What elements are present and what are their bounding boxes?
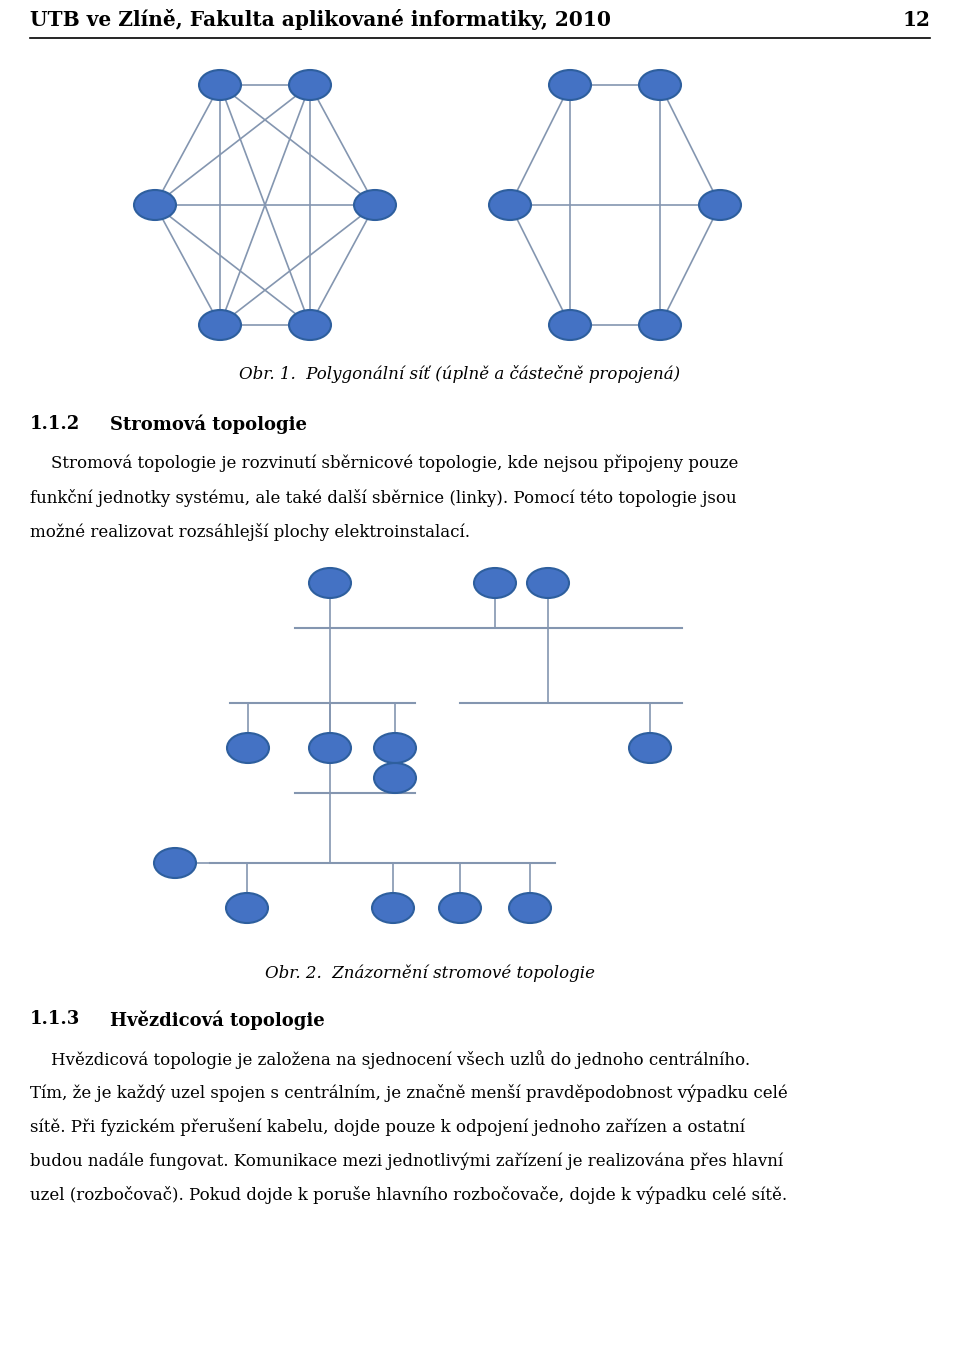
Text: UTB ve Zlíně, Fakulta aplikované informatiky, 2010: UTB ve Zlíně, Fakulta aplikované informa… [30, 10, 611, 30]
Ellipse shape [289, 70, 331, 100]
Text: Obr. 2.  Znázornění stromové topologie: Obr. 2. Znázornění stromové topologie [265, 964, 595, 982]
Text: Obr. 1.  Polygonální síť (úplně a částečně propojená): Obr. 1. Polygonální síť (úplně a částečn… [239, 365, 681, 382]
Ellipse shape [629, 734, 671, 764]
Ellipse shape [199, 310, 241, 340]
Text: budou nadále fungovat. Komunikace mezi jednotlivými zařízení je realizována přes: budou nadále fungovat. Komunikace mezi j… [30, 1152, 783, 1169]
Ellipse shape [474, 568, 516, 598]
Ellipse shape [227, 734, 269, 764]
Text: Tím, že je každý uzel spojen s centrálním, je značně menší pravděpodobnost výpad: Tím, že je každý uzel spojen s centrální… [30, 1085, 788, 1102]
Ellipse shape [154, 848, 196, 878]
Text: Hvězdicová topologie je založena na sjednocení všech uzlů do jednoho centrálního: Hvězdicová topologie je založena na sjed… [30, 1050, 750, 1070]
Ellipse shape [527, 568, 569, 598]
Ellipse shape [374, 764, 416, 794]
Text: 12: 12 [902, 10, 930, 30]
Ellipse shape [639, 310, 681, 340]
Text: Hvězdicová topologie: Hvězdicová topologie [110, 1009, 324, 1030]
Ellipse shape [226, 893, 268, 923]
Ellipse shape [199, 70, 241, 100]
Text: funkční jednotky systému, ale také další sběrnice (linky). Pomocí této topologie: funkční jednotky systému, ale také další… [30, 489, 736, 507]
Ellipse shape [439, 893, 481, 923]
Text: Stromová topologie je rozvinutí sběrnicové topologie, kde nejsou připojeny pouze: Stromová topologie je rozvinutí sběrnico… [30, 455, 738, 473]
Ellipse shape [309, 568, 351, 598]
Ellipse shape [509, 893, 551, 923]
Ellipse shape [309, 734, 351, 764]
Ellipse shape [639, 70, 681, 100]
Text: Stromová topologie: Stromová topologie [110, 415, 307, 434]
Text: sítě. Při fyzickém přerušení kabelu, dojde pouze k odpojení jednoho zařízen a os: sítě. Při fyzickém přerušení kabelu, doj… [30, 1117, 745, 1137]
Ellipse shape [549, 70, 591, 100]
Ellipse shape [489, 190, 531, 220]
Ellipse shape [354, 190, 396, 220]
Ellipse shape [372, 893, 414, 923]
Ellipse shape [289, 310, 331, 340]
Ellipse shape [134, 190, 176, 220]
Text: 1.1.3: 1.1.3 [30, 1009, 81, 1029]
Text: možné realizovat rozsáhlejší plochy elektroinstalací.: možné realizovat rozsáhlejší plochy elek… [30, 523, 470, 541]
Text: uzel (rozbočovač). Pokud dojde k poruše hlavního rozbočovače, dojde k výpadku ce: uzel (rozbočovač). Pokud dojde k poruše … [30, 1186, 787, 1203]
Text: 1.1.2: 1.1.2 [30, 415, 81, 433]
Ellipse shape [549, 310, 591, 340]
Ellipse shape [699, 190, 741, 220]
Ellipse shape [374, 734, 416, 764]
